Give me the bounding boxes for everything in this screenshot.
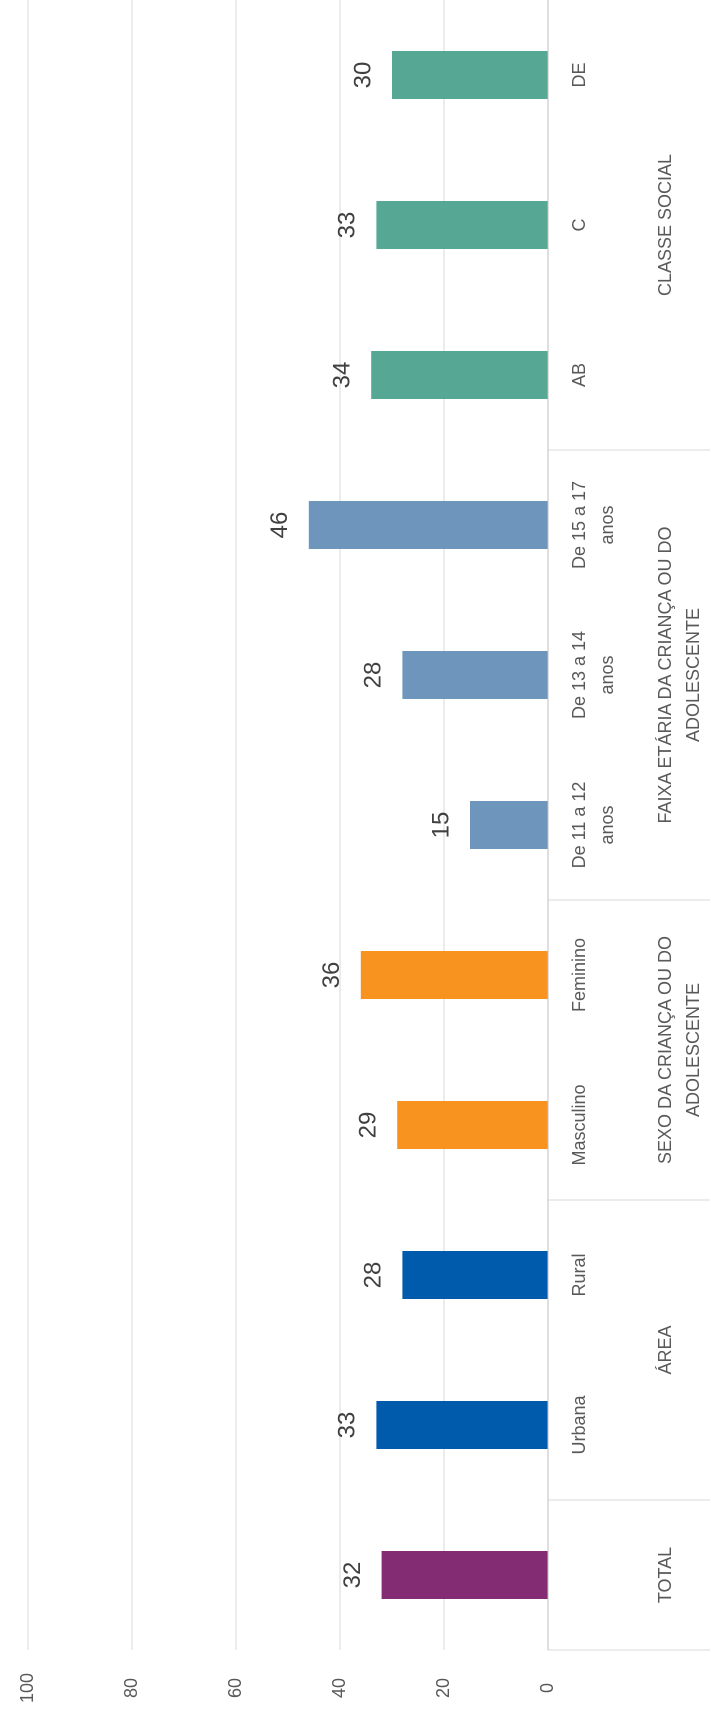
data-label-line: 15 <box>427 812 454 839</box>
data-label: 15 <box>427 812 454 839</box>
data-label: 29 <box>355 1112 382 1139</box>
value-tick-label-line: 40 <box>329 1678 349 1698</box>
bar <box>402 1251 548 1299</box>
category-label: Urbana <box>569 1394 589 1454</box>
data-label-line: 33 <box>334 1412 361 1439</box>
data-label: 32 <box>339 1562 366 1589</box>
category-label-line: anos <box>597 505 617 544</box>
category-label-line: De 13 a 14 <box>569 631 589 719</box>
category-label: De 13 a 14 anos <box>569 631 617 719</box>
bar <box>371 351 548 399</box>
group-label-line: FAIXA ETÁRIA DA CRIANÇA OU DO <box>655 526 675 823</box>
category-label-line: Feminino <box>569 938 589 1012</box>
data-label: 28 <box>360 662 387 689</box>
data-label-line: 34 <box>329 362 356 389</box>
data-label-line: 29 <box>355 1112 382 1139</box>
bar <box>376 201 548 249</box>
group-label-line: TOTAL <box>655 1547 675 1603</box>
data-label-line: 46 <box>266 512 293 539</box>
group-label-line: SEXO DA CRIANÇA OU DO <box>655 936 675 1164</box>
category-axis <box>547 0 710 1651</box>
data-label-line: 28 <box>360 662 387 689</box>
value-tick-label: 40 <box>329 1678 349 1698</box>
group-label-line: ADOLESCENTE <box>683 983 703 1117</box>
bar <box>381 1551 548 1599</box>
value-tick-label: 80 <box>121 1678 141 1698</box>
category-label-line: anos <box>597 655 617 694</box>
data-label: 46 <box>266 512 293 539</box>
category-label-line: DE <box>569 62 589 87</box>
bar <box>376 1401 548 1449</box>
bar <box>308 501 548 549</box>
group-label-line: ADOLESCENTE <box>683 608 703 742</box>
category-label-line: Rural <box>569 1253 589 1296</box>
data-label-line: 30 <box>349 62 376 89</box>
bar <box>397 1101 548 1149</box>
group-label: ÁREA <box>655 1325 675 1374</box>
value-tick-label: 100 <box>17 1673 37 1703</box>
data-label: 33 <box>334 212 361 239</box>
category-label: C <box>569 219 589 232</box>
value-tick-label-line: 80 <box>121 1678 141 1698</box>
category-label-line: C <box>569 219 589 232</box>
data-label: 34 <box>329 362 356 389</box>
category-label: De 11 a 12 anos <box>569 782 617 869</box>
category-label-line: AB <box>569 363 589 387</box>
group-label-line: ÁREA <box>655 1325 675 1374</box>
data-label: 36 <box>318 962 345 989</box>
value-tick-label: 0 <box>537 1683 557 1693</box>
category-label-line: De 11 a 12 <box>569 782 589 869</box>
data-label-line: 33 <box>334 212 361 239</box>
category-label-line: anos <box>597 805 617 844</box>
value-tick-label-line: 0 <box>537 1683 557 1693</box>
data-label: 33 <box>334 1412 361 1439</box>
bars <box>308 51 548 1599</box>
value-tick-label: 20 <box>433 1678 453 1698</box>
value-tick-label: 60 <box>225 1678 245 1698</box>
labels: 0 20 40 60 80 100 32 TOTAL 33 Urbana 28 Rural ÁREA 29… <box>17 62 703 1703</box>
category-label: AB <box>569 363 589 387</box>
value-tick-label-line: 60 <box>225 1678 245 1698</box>
category-label: Masculino <box>569 1084 589 1165</box>
category-label: Feminino <box>569 938 589 1012</box>
bar <box>470 801 548 849</box>
group-label-line: CLASSE SOCIAL <box>655 154 675 296</box>
data-label: 30 <box>349 62 376 89</box>
value-tick-label-line: 20 <box>433 1678 453 1698</box>
data-label: 28 <box>360 1262 387 1289</box>
data-label-line: 32 <box>339 1562 366 1589</box>
category-label-line: De 15 a 17 <box>569 481 589 569</box>
group-label: CLASSE SOCIAL <box>655 154 675 296</box>
category-label: De 15 a 17 anos <box>569 481 617 569</box>
bar <box>402 651 548 699</box>
data-label-line: 28 <box>360 1262 387 1289</box>
data-label-line: 36 <box>318 962 345 989</box>
bar <box>392 51 548 99</box>
bar <box>360 951 548 999</box>
category-label: Rural <box>569 1253 589 1296</box>
group-label: FAIXA ETÁRIA DA CRIANÇA OU DO ADOLESCENTE <box>655 526 703 823</box>
category-label-line: Urbana <box>569 1394 589 1454</box>
group-label: TOTAL <box>655 1547 675 1603</box>
category-label-line: Masculino <box>569 1084 589 1165</box>
category-label: DE <box>569 62 589 87</box>
value-tick-label-line: 100 <box>17 1673 37 1703</box>
group-label: SEXO DA CRIANÇA OU DO ADOLESCENTE <box>655 936 703 1164</box>
